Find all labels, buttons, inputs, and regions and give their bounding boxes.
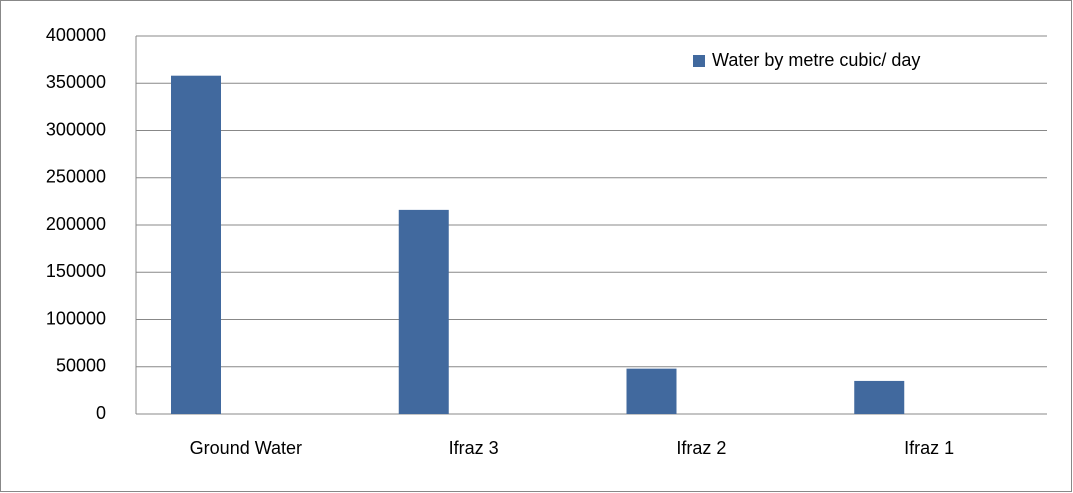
y-tick-label: 100000	[46, 308, 106, 328]
y-tick-label: 300000	[46, 119, 106, 139]
legend-label: Water by metre cubic/ day	[712, 50, 920, 70]
bar	[171, 75, 221, 414]
bar	[854, 380, 905, 414]
x-tick-label: Ifraz 2	[676, 438, 726, 458]
bar	[398, 209, 449, 414]
y-tick-label: 50000	[56, 356, 106, 376]
x-tick-label: Ifraz 1	[904, 438, 954, 458]
bar	[626, 368, 677, 414]
y-tick-label: 400000	[46, 25, 106, 45]
legend-swatch	[693, 55, 705, 67]
y-tick-label: 150000	[46, 261, 106, 281]
x-tick-label: Ground Water	[190, 438, 302, 458]
y-tick-label: 200000	[46, 214, 106, 234]
y-tick-label: 250000	[46, 167, 106, 187]
y-tick-label: 350000	[46, 72, 106, 92]
x-tick-label: Ifraz 3	[449, 438, 499, 458]
y-tick-label: 0	[96, 403, 106, 423]
